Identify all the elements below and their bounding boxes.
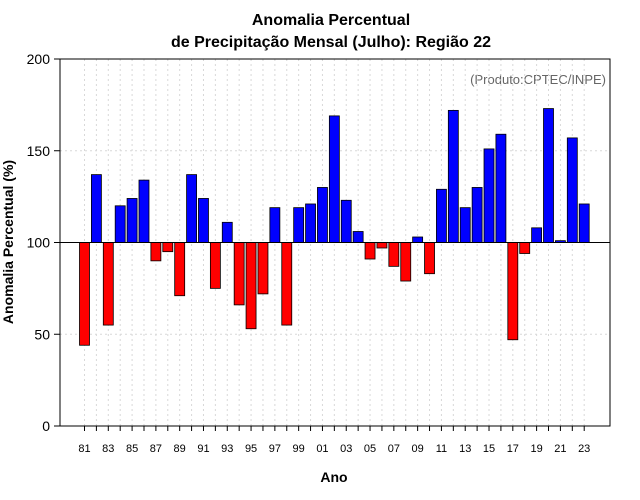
x-tick-label: 89	[174, 443, 186, 455]
x-tick-label: 95	[245, 443, 257, 455]
x-tick-label: 11	[436, 443, 447, 455]
bar-98	[281, 242, 293, 326]
x-tick-label: 01	[316, 443, 328, 455]
credit-label: (Produto:CPTEC/INPE)	[470, 72, 606, 87]
bar-09	[412, 236, 424, 243]
bar-12	[447, 109, 459, 243]
bar-13	[459, 207, 471, 243]
bar-93	[221, 221, 233, 243]
bar-95	[245, 242, 257, 330]
x-tick-label: 93	[221, 443, 233, 455]
x-tick-label: 87	[150, 443, 162, 455]
bar-14	[471, 187, 483, 243]
bar-86	[138, 179, 150, 243]
bar-07	[388, 242, 400, 267]
bar-10	[424, 242, 435, 275]
x-tick-label: 05	[364, 443, 376, 455]
bar-19	[531, 227, 543, 243]
bar-83	[102, 242, 114, 326]
bar-85	[126, 198, 138, 243]
x-tick-label: 81	[78, 443, 90, 455]
y-tick-label: 50	[34, 326, 50, 342]
x-tick-label: 83	[102, 443, 114, 455]
bar-96	[257, 242, 269, 295]
bar-17	[507, 242, 519, 341]
x-tick-label: 91	[197, 443, 209, 455]
bar-04	[352, 231, 364, 243]
y-axis-title: Anomalia Percentual (%)	[0, 160, 16, 324]
x-axis: 81 83 85 87 89 91 93 95 97 99 01 03 05 07 09 11 13 15 17 19…	[78, 426, 590, 455]
bar-84	[114, 205, 126, 243]
y-axis: 0 50 100 150 200	[27, 51, 60, 434]
bar-94	[233, 242, 245, 306]
bars	[79, 108, 590, 346]
bar-92	[209, 242, 221, 289]
bar-01	[317, 187, 328, 243]
bar-16	[495, 133, 507, 243]
bar-22	[566, 137, 578, 243]
y-tick-label: 100	[27, 235, 51, 251]
x-tick-label: 99	[293, 443, 305, 455]
bar-81	[79, 242, 90, 346]
x-tick-label: 85	[126, 443, 138, 455]
x-tick-label: 13	[459, 443, 471, 455]
bar-90	[186, 174, 197, 243]
chart-title-line1: Anomalia Percentual	[252, 12, 410, 29]
bar-82	[90, 174, 102, 243]
x-tick-label: 97	[269, 443, 281, 455]
chart-title-line2: de Precipitação Mensal (Julho): Região 2…	[171, 34, 491, 51]
x-tick-label: 21	[554, 443, 566, 455]
bar-15	[483, 148, 495, 243]
bar-88	[162, 242, 174, 253]
x-tick-label: 07	[388, 443, 400, 455]
bar-08	[400, 242, 412, 282]
bar-00	[305, 203, 316, 243]
x-tick-label: 03	[340, 443, 352, 455]
bar-18	[519, 242, 531, 254]
bar-23	[578, 203, 590, 243]
y-tick-label: 150	[27, 143, 51, 159]
x-axis-title: Ano	[320, 469, 347, 485]
bar-91	[198, 198, 209, 243]
bar-97	[269, 207, 281, 243]
x-tick-label: 19	[530, 443, 542, 455]
bar-87	[150, 242, 162, 262]
bar-05	[364, 242, 376, 260]
bar-20	[543, 108, 554, 243]
bar-03	[340, 199, 352, 243]
y-tick-label: 200	[27, 51, 51, 67]
x-tick-label: 17	[507, 443, 519, 455]
x-tick-label: 09	[412, 443, 424, 455]
bar-02	[328, 115, 340, 243]
x-tick-label: 23	[578, 443, 590, 455]
y-tick-label: 0	[42, 418, 50, 434]
bar-99	[293, 207, 305, 243]
x-tick-label: 15	[483, 443, 495, 455]
bar-11	[436, 188, 447, 243]
bar-06	[376, 242, 388, 249]
bar-89	[174, 242, 186, 297]
